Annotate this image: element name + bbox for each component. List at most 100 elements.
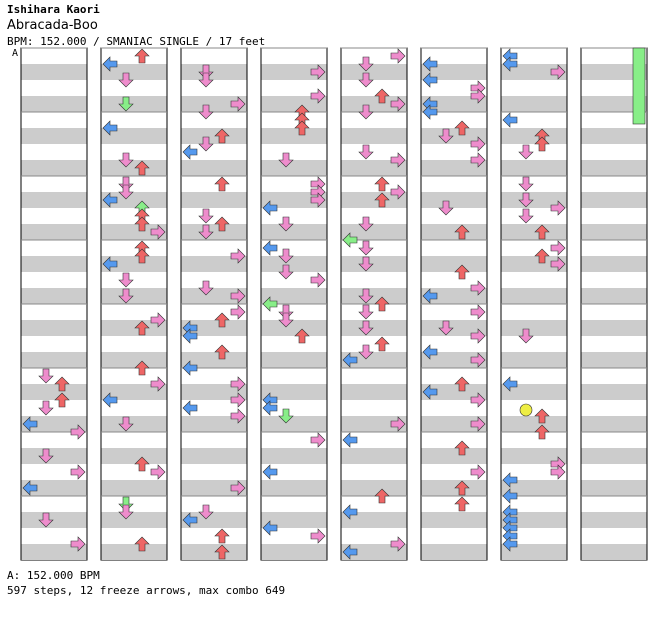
beat-band <box>581 288 647 304</box>
step-arrow <box>118 184 134 200</box>
step-arrow <box>38 448 54 464</box>
beat-band <box>421 64 487 80</box>
beat-band <box>341 384 407 400</box>
step-arrow <box>262 400 278 416</box>
step-arrow <box>438 320 454 336</box>
beat-band <box>341 416 407 432</box>
step-arrow <box>134 48 150 64</box>
step-arrow <box>118 176 134 192</box>
step-arrow <box>102 192 118 208</box>
beat-band <box>181 480 247 496</box>
step-arrow <box>102 56 118 72</box>
step-arrow <box>358 320 374 336</box>
beat-band <box>501 96 567 112</box>
step-arrow <box>310 88 326 104</box>
step-arrow <box>214 528 230 544</box>
beat-band <box>341 128 407 144</box>
beat-band <box>21 544 87 560</box>
beat-band <box>181 288 247 304</box>
beat-band <box>101 288 167 304</box>
song-artist: Ishihara Kaori <box>7 3 100 16</box>
step-arrow <box>182 360 198 376</box>
step-arrow <box>470 464 486 480</box>
step-arrow <box>342 352 358 368</box>
step-arrow <box>150 224 166 240</box>
step-arrow <box>230 96 246 112</box>
beat-band <box>261 256 327 272</box>
beat-band <box>341 160 407 176</box>
step-arrow <box>198 224 214 240</box>
step-arrow <box>134 320 150 336</box>
step-arrow <box>550 200 566 216</box>
beat-band <box>501 352 567 368</box>
step-arrow <box>214 128 230 144</box>
step-arrow <box>422 384 438 400</box>
beat-band <box>581 256 647 272</box>
step-arrow <box>102 120 118 136</box>
beat-band <box>581 544 647 560</box>
step-arrow <box>390 152 406 168</box>
song-title: Abracada-Boo <box>7 18 98 33</box>
beat-band <box>181 544 247 560</box>
step-arrow <box>358 72 374 88</box>
beat-band <box>581 352 647 368</box>
step-arrow <box>390 416 406 432</box>
step-arrow <box>230 376 246 392</box>
step-arrow <box>70 536 86 552</box>
beat-band <box>581 320 647 336</box>
step-arrow <box>518 192 534 208</box>
step-arrow <box>358 56 374 72</box>
step-arrow <box>118 504 134 520</box>
step-arrow <box>230 248 246 264</box>
step-arrow <box>118 72 134 88</box>
step-arrow <box>278 408 294 424</box>
beat-band <box>261 416 327 432</box>
chart-column <box>20 47 88 561</box>
step-arrow <box>342 504 358 520</box>
step-arrow <box>502 472 518 488</box>
step-arrow <box>102 256 118 272</box>
step-arrow <box>278 304 294 320</box>
step-arrow <box>118 152 134 168</box>
beat-band <box>341 448 407 464</box>
step-arrow <box>358 344 374 360</box>
step-arrow <box>182 144 198 160</box>
beat-band <box>181 512 247 528</box>
step-arrow <box>374 176 390 192</box>
step-arrow <box>198 504 214 520</box>
step-arrow <box>198 208 214 224</box>
beat-band <box>101 320 167 336</box>
step-arrow <box>502 56 518 72</box>
step-arrow <box>422 72 438 88</box>
beat-band <box>421 192 487 208</box>
beat-band <box>101 224 167 240</box>
step-arrow <box>310 528 326 544</box>
step-arrow <box>374 336 390 352</box>
step-arrow <box>118 96 134 112</box>
step-arrow <box>438 128 454 144</box>
step-arrow <box>230 408 246 424</box>
step-arrow <box>534 424 550 440</box>
beat-band <box>181 384 247 400</box>
beat-band <box>101 480 167 496</box>
beat-band <box>261 224 327 240</box>
bpm-marker: A <box>11 48 20 59</box>
step-arrow <box>22 480 38 496</box>
step-arrow <box>182 400 198 416</box>
beat-band <box>421 384 487 400</box>
beat-band <box>341 96 407 112</box>
beat-band <box>341 288 407 304</box>
beat-band <box>21 96 87 112</box>
step-arrow <box>518 208 534 224</box>
step-arrow <box>54 392 70 408</box>
mine-note <box>519 403 533 417</box>
chart-column <box>180 47 248 561</box>
step-arrow <box>550 240 566 256</box>
step-arrow <box>374 488 390 504</box>
beat-band <box>581 448 647 464</box>
step-arrow <box>214 176 230 192</box>
beat-band <box>181 320 247 336</box>
beat-band <box>101 192 167 208</box>
step-arrow <box>310 64 326 80</box>
beat-band <box>261 544 327 560</box>
